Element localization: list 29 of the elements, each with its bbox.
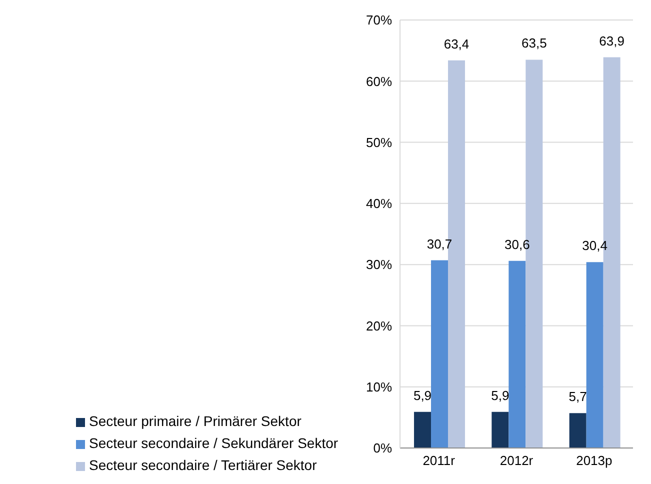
legend-label: Secteur primaire / Primärer Sektor xyxy=(89,413,302,429)
bar xyxy=(431,260,448,448)
data-label: 5,9 xyxy=(413,388,432,403)
data-label: 30,6 xyxy=(504,236,530,252)
data-label: 30,7 xyxy=(426,236,452,252)
bar xyxy=(492,412,509,448)
y-tick-label: 30% xyxy=(366,257,392,272)
x-tick-label: 2011r xyxy=(422,453,456,468)
bar xyxy=(569,413,586,448)
y-tick-label: 20% xyxy=(366,318,392,334)
data-label: 5,9 xyxy=(491,388,510,403)
x-tick-label: 2012r xyxy=(500,453,534,468)
bar xyxy=(586,262,604,448)
y-tick-label: 40% xyxy=(366,196,392,212)
x-tick-label: 2013p xyxy=(576,453,612,468)
legend-label: Secteur secondaire / Tertiärer Sektor xyxy=(89,457,317,473)
y-tick-label: 0% xyxy=(373,440,392,456)
data-label: 5,7 xyxy=(568,389,587,404)
y-tick-label: 70% xyxy=(366,12,392,28)
data-label: 63,4 xyxy=(444,36,470,52)
bar xyxy=(414,412,432,448)
y-tick-label: 60% xyxy=(366,74,392,89)
data-label: 63,9 xyxy=(599,33,624,48)
data-label: 30,4 xyxy=(582,238,608,254)
legend-label: Secteur secondaire / Sekundärer Sektor xyxy=(89,435,338,451)
bar xyxy=(508,260,526,448)
data-label: 63,5 xyxy=(522,36,547,51)
y-tick-label: 10% xyxy=(366,379,392,394)
y-tick-label: 50% xyxy=(366,134,392,150)
